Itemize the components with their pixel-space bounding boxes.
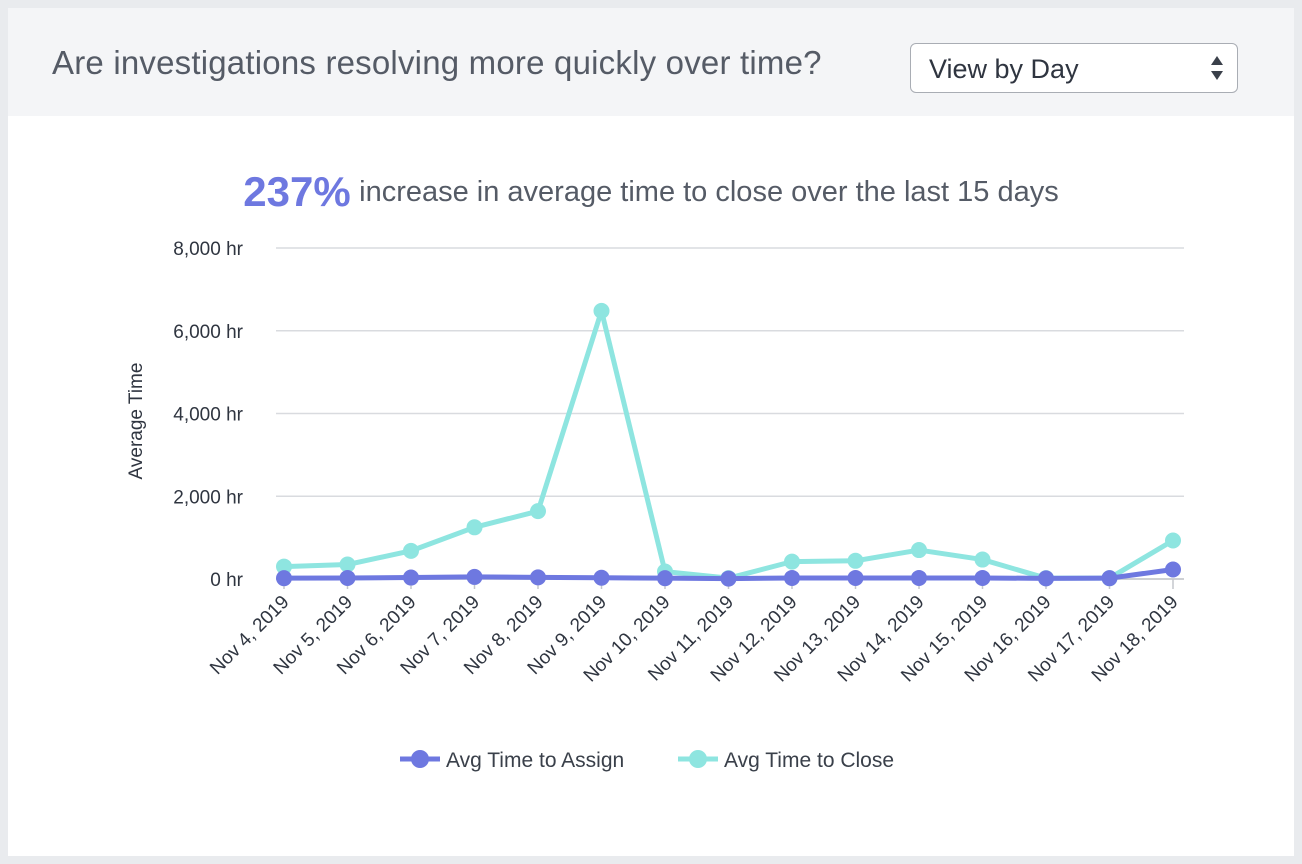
data-point[interactable] xyxy=(276,570,292,587)
y-tick-label: 8,000 hr xyxy=(173,239,243,260)
data-point[interactable] xyxy=(593,302,610,319)
data-point[interactable] xyxy=(339,556,356,573)
data-point[interactable] xyxy=(911,542,927,559)
y-tick-label: 2,000 hr xyxy=(173,487,243,508)
data-point[interactable] xyxy=(784,553,800,570)
y-tick-label: 0 hr xyxy=(210,570,243,591)
data-point[interactable] xyxy=(847,552,864,569)
data-point[interactable] xyxy=(530,569,546,586)
data-point[interactable] xyxy=(466,519,483,536)
series-avg-time-to-close xyxy=(276,302,1181,587)
data-point[interactable] xyxy=(339,569,356,586)
chart-gridlines xyxy=(276,247,1184,580)
data-point[interactable] xyxy=(974,551,991,568)
summary-text: increase in average time to close over t… xyxy=(359,175,1059,208)
data-point[interactable] xyxy=(593,569,610,586)
data-point[interactable] xyxy=(911,569,927,586)
chart-question-title: Are investigations resolving more quickl… xyxy=(52,44,822,81)
series-avg-time-to-assign xyxy=(276,561,1181,587)
summary-percent: 237% xyxy=(243,168,351,215)
chart-card: Are investigations resolving more quickl… xyxy=(8,8,1294,856)
data-point[interactable] xyxy=(1165,532,1181,549)
select-arrows-icon xyxy=(1211,56,1223,80)
legend-label: Avg Time to Close xyxy=(724,749,894,772)
data-point[interactable] xyxy=(403,569,419,586)
legend-swatch-dot xyxy=(411,750,429,768)
y-tick-label: 4,000 hr xyxy=(173,405,243,426)
data-point[interactable] xyxy=(847,569,864,586)
y-tick-label: 6,000 hr xyxy=(173,322,243,343)
data-point[interactable] xyxy=(784,569,800,586)
data-point[interactable] xyxy=(720,570,737,587)
data-point[interactable] xyxy=(657,570,673,587)
legend-item[interactable]: Avg Time to Assign xyxy=(400,749,624,772)
data-point[interactable] xyxy=(1165,561,1181,578)
legend-swatch-dot xyxy=(689,750,707,768)
chart-legend: Avg Time to Assign Avg Time to Close xyxy=(400,749,894,772)
legend-item[interactable]: Avg Time to Close xyxy=(678,749,894,772)
y-axis-ticks: 0 hr 2,000 hr 4,000 hr 6,000 hr 8,000 hr xyxy=(173,239,243,591)
view-by-select[interactable]: View by Day xyxy=(910,43,1238,93)
data-point[interactable] xyxy=(1101,570,1118,587)
card-header: Are investigations resolving more quickl… xyxy=(8,8,1294,116)
series-line xyxy=(283,308,1175,581)
data-point[interactable] xyxy=(1038,570,1054,587)
data-point[interactable] xyxy=(530,503,546,520)
data-point[interactable] xyxy=(466,568,483,585)
view-by-select-value: View by Day xyxy=(929,54,1079,84)
data-point[interactable] xyxy=(276,558,292,575)
data-point[interactable] xyxy=(974,569,991,586)
chart-series xyxy=(276,302,1181,587)
y-axis-label: Average Time xyxy=(126,363,147,480)
line-chart: 0 hr 2,000 hr 4,000 hr 6,000 hr 8,000 hr Ave… xyxy=(126,239,1184,772)
data-point[interactable] xyxy=(403,542,419,559)
legend-label: Avg Time to Assign xyxy=(446,749,624,772)
summary-headline: 237% increase in average time to close o… xyxy=(8,168,1294,216)
